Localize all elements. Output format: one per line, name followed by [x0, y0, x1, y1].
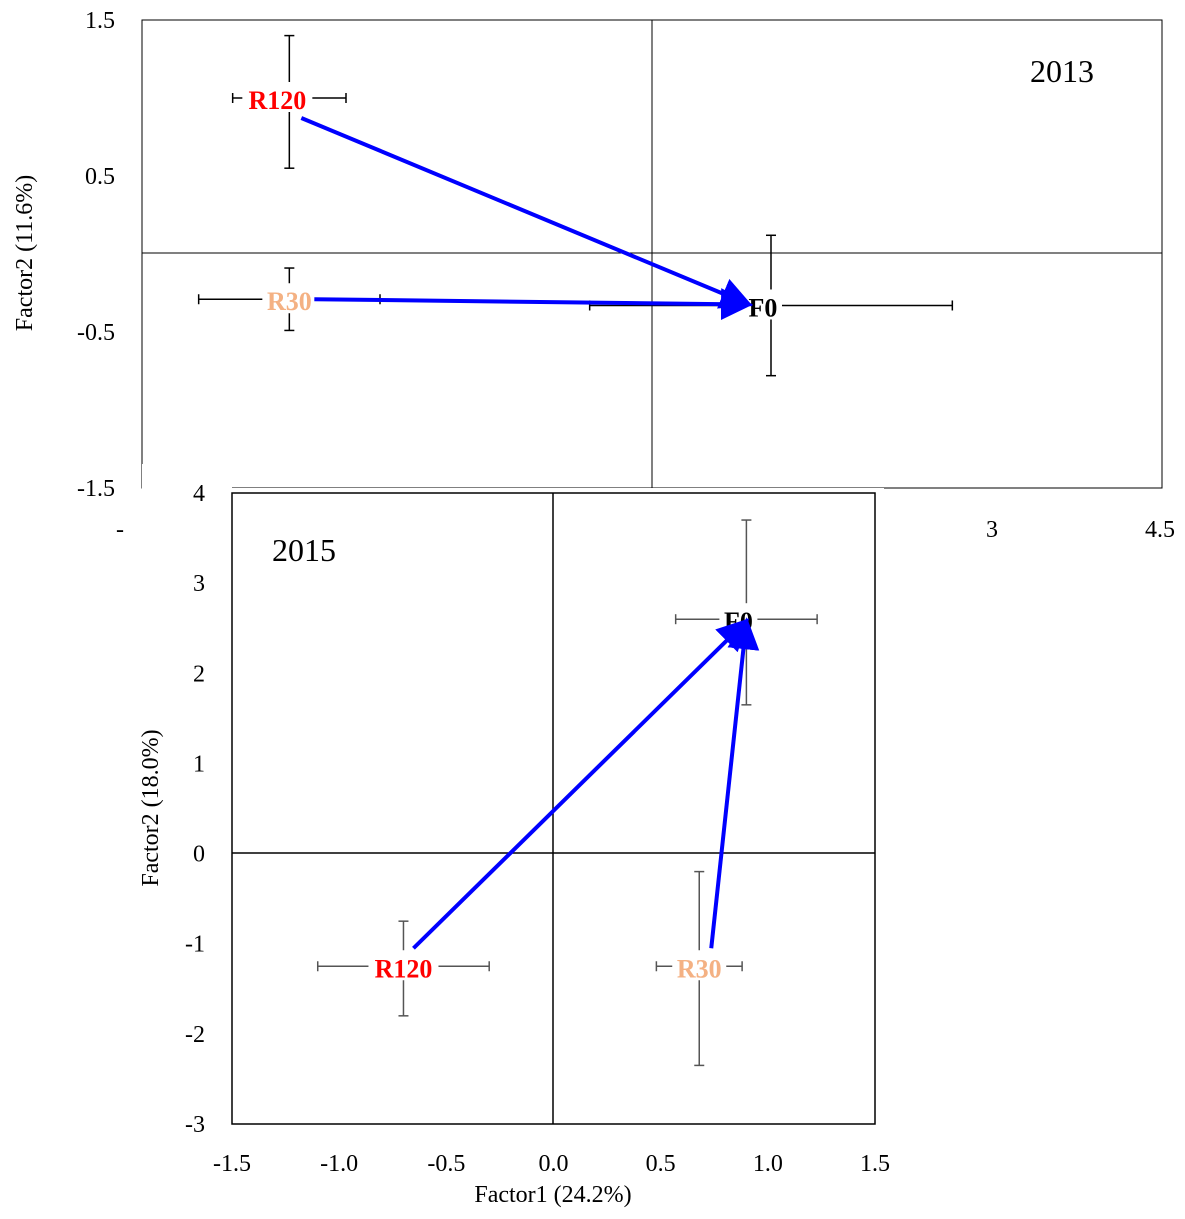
- arrow-r30-to-f0: [709, 617, 760, 949]
- x-tick-label: -1.0: [320, 1151, 358, 1177]
- y-axis-label-2013: Factor2 (11.6%): [12, 175, 38, 331]
- point-label-f0: F0: [749, 293, 778, 322]
- y-tick-label: 0.5: [85, 164, 115, 190]
- x-tick-labels-2013: - 3 4.5: [116, 517, 1175, 543]
- point-label-background: [242, 82, 313, 112]
- x-tick-label: 0.5: [646, 1151, 676, 1177]
- point-label-r30: R30: [267, 287, 312, 316]
- point-label-background: [672, 950, 727, 981]
- x-tick-label: 4.5: [1145, 517, 1175, 543]
- y-tick-label: -2: [185, 1022, 205, 1048]
- x-tick-label: 0.0: [539, 1151, 569, 1177]
- data-marks-2013: R120 R30 F0: [197, 34, 954, 377]
- x-tick-label: -: [116, 517, 124, 543]
- y-tick-label: -0.5: [77, 320, 115, 346]
- y-tick-label: 0: [193, 842, 205, 868]
- y-tick-label: -1.5: [77, 476, 115, 502]
- x-tick-label: 3: [986, 517, 998, 543]
- x-tick-label: 1.0: [753, 1151, 783, 1177]
- y-axis-label-2015: Factor2 (18.0%): [138, 729, 164, 886]
- x-tick-label: -1.5: [213, 1151, 251, 1177]
- point-label-r30: R30: [677, 954, 722, 983]
- point-label-background: [262, 283, 317, 314]
- arrow-r30-to-f0: [314, 288, 753, 321]
- chart-2015: 4 3 2 1 0 -1 -2 -3 -1.5 -1.0 -0.5 0.0 0.5 1.0 1.5 Fac…: [138, 464, 890, 1208]
- y-tick-label: -1: [185, 932, 205, 958]
- x-tick-label: 1.5: [860, 1151, 890, 1177]
- point-label-r120: R120: [375, 954, 433, 983]
- arrow-r120-to-f0: [412, 618, 750, 950]
- y-tick-label: -3: [185, 1112, 205, 1138]
- y-tick-labels-2015: 4 3 2 1 0 -1 -2 -3: [185, 481, 205, 1138]
- x-axis-label-2015: Factor1 (24.2%): [474, 1182, 631, 1208]
- chart-2013: 1.5 0.5 -0.5 -1.5 - 3 4.5 Factor2 (11.6%) 201…: [12, 8, 1175, 543]
- chart-title-2015: 2015: [272, 532, 336, 568]
- x-tick-labels-2015: -1.5 -1.0 -0.5 0.0 0.5 1.0 1.5: [213, 1151, 890, 1177]
- chart-title-2013: 2013: [1030, 53, 1094, 89]
- arrow-r120-to-f0: [300, 116, 753, 309]
- chart-2015-left-margin: [142, 464, 232, 1084]
- point-label-background: [368, 950, 439, 981]
- point-label-r120: R120: [248, 86, 306, 115]
- y-tick-label: 4: [193, 481, 205, 507]
- x-tick-label: -0.5: [427, 1151, 465, 1177]
- y-tick-label: 1.5: [85, 8, 115, 34]
- y-tick-label: 1: [193, 751, 205, 777]
- y-tick-label: 3: [193, 571, 205, 597]
- y-tick-label: 2: [193, 661, 205, 687]
- y-tick-labels-2013: 1.5 0.5 -0.5 -1.5: [77, 8, 115, 502]
